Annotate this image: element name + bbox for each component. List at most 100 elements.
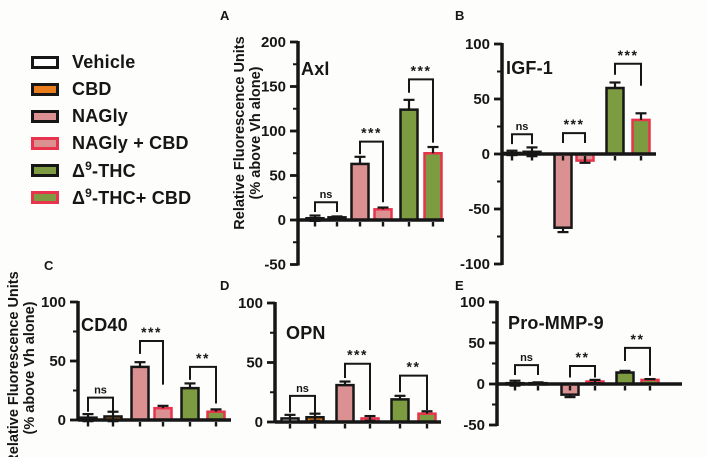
panel-letter-b: B xyxy=(455,8,465,23)
significance-label: *** xyxy=(618,47,639,63)
significance-label: *** xyxy=(141,324,162,340)
y-tick-label: 0 xyxy=(255,414,263,431)
legend-label-cbd: CBD xyxy=(72,79,112,99)
y-tick-label: 50 xyxy=(246,355,263,372)
error-bar xyxy=(134,361,146,367)
error-bar xyxy=(354,155,366,164)
error-bar xyxy=(339,380,351,386)
significance-bracket: *** xyxy=(139,324,164,385)
legend-label-nagly: NAGly xyxy=(72,106,129,126)
legend-item-thc-cbd: Δ9-THC+ CBD xyxy=(31,186,192,208)
bars xyxy=(78,361,226,423)
significance-bracket: ns xyxy=(289,383,316,413)
y-tick-label: -100 xyxy=(460,256,490,273)
y-axis: 200 150 100 50 0 -50 xyxy=(261,34,300,274)
y-tick-label: -50 xyxy=(463,417,485,434)
bracket-line xyxy=(189,365,217,404)
y-tick-label: 50 xyxy=(49,353,66,370)
error-bar xyxy=(210,408,222,412)
legend-label-vehicle: Vehicle xyxy=(72,52,136,72)
thc-swatch-icon xyxy=(31,164,59,177)
bracket-line xyxy=(139,339,164,385)
y-tick-label: 100 xyxy=(238,295,263,312)
bracket-line xyxy=(624,346,651,376)
y-tick-label: 0 xyxy=(278,212,286,229)
error-bar xyxy=(619,369,631,373)
bar-A-2 xyxy=(350,162,370,222)
error-bar xyxy=(184,382,196,389)
bar-B-4 xyxy=(605,86,625,156)
error-bar xyxy=(557,227,569,234)
thc-cbd-swatch-icon xyxy=(31,191,59,204)
significance-bracket: ** xyxy=(189,350,217,404)
error-bar xyxy=(427,145,439,154)
y-axis: 100 50 0 xyxy=(238,295,277,431)
y-axis: 100 50 0 xyxy=(41,294,80,429)
legend-label-nagly-cbd: NAGly + CBD xyxy=(72,133,189,153)
panel-A: 200 150 100 50 0 -50 ns *** *** xyxy=(261,34,444,274)
error-bar xyxy=(564,394,576,399)
panel-E: 100 50 0 -50 ns ** ** xyxy=(460,294,682,434)
bracket-line xyxy=(314,201,338,212)
bracket-line xyxy=(87,396,114,412)
panel-title-prommp9: Pro-MMP-9 xyxy=(508,313,604,333)
error-bar xyxy=(635,112,647,120)
significance-bracket: *** xyxy=(344,347,371,411)
bracket-line xyxy=(289,394,316,413)
significance-bracket: ns xyxy=(511,121,533,145)
y-tick-label: -50 xyxy=(468,201,490,218)
legend-label-thc-cbd: -THC+ CBD xyxy=(92,188,192,208)
panel-B: 100 50 0 -50 -100 ns *** *** xyxy=(460,36,656,273)
bar-A-5 xyxy=(423,152,443,222)
significance-label: ns xyxy=(296,383,309,395)
panel-letter-e: E xyxy=(455,278,464,293)
significance-bracket: ** xyxy=(399,359,428,411)
significance-label: *** xyxy=(411,62,432,78)
bracket-line xyxy=(359,140,384,203)
y-tick-label: 50 xyxy=(473,91,490,108)
x-axis xyxy=(275,420,441,429)
panel-title-axl: Axl xyxy=(301,59,330,79)
cbd-swatch-icon xyxy=(31,83,59,96)
legend-item-nagly: NAGly xyxy=(31,106,191,126)
vehicle-swatch-icon xyxy=(31,56,59,69)
error-bar xyxy=(331,215,343,220)
bracket-line xyxy=(511,133,533,145)
x-axis xyxy=(78,418,231,427)
significance-label: *** xyxy=(361,125,382,141)
y-tick-label: 100 xyxy=(41,294,66,311)
y-tick-label: 50 xyxy=(468,335,485,352)
y-tick-label: 150 xyxy=(261,79,286,96)
bracket-line xyxy=(408,78,434,143)
significance-bracket: *** xyxy=(359,125,384,203)
y-axis: 100 50 0 -50 -100 xyxy=(460,36,504,273)
significance-bracket: ** xyxy=(569,349,596,378)
significance-bracket: *** xyxy=(614,47,642,86)
nagly-swatch-icon xyxy=(31,110,59,123)
error-bar xyxy=(403,98,415,110)
error-bar xyxy=(579,160,591,164)
legend-item-cbd: CBD xyxy=(31,79,191,99)
y-tick-label: 0 xyxy=(58,412,66,429)
significance-bracket: ns xyxy=(87,385,114,412)
y-tick-label: 200 xyxy=(261,34,286,51)
error-bar xyxy=(609,81,621,88)
y-axis-label-bottom-row: Relative Fluorescence Units (% above Vh … xyxy=(6,271,38,457)
significance-label: ** xyxy=(576,349,590,365)
y-axis-label-top-row: Relative Fluorescence Units (% above Vh … xyxy=(232,36,264,230)
bracket-line xyxy=(399,374,428,411)
panel-letter-d: D xyxy=(220,278,230,293)
bar-D-2 xyxy=(335,383,355,424)
significance-label: ** xyxy=(631,331,645,347)
significance-label: ** xyxy=(196,350,210,366)
significance-label: *** xyxy=(347,347,368,363)
error-bar xyxy=(394,394,406,400)
significance-label: ** xyxy=(407,359,421,375)
bracket-line xyxy=(569,364,596,378)
error-bar xyxy=(377,206,389,210)
bar-B-2 xyxy=(553,152,573,229)
